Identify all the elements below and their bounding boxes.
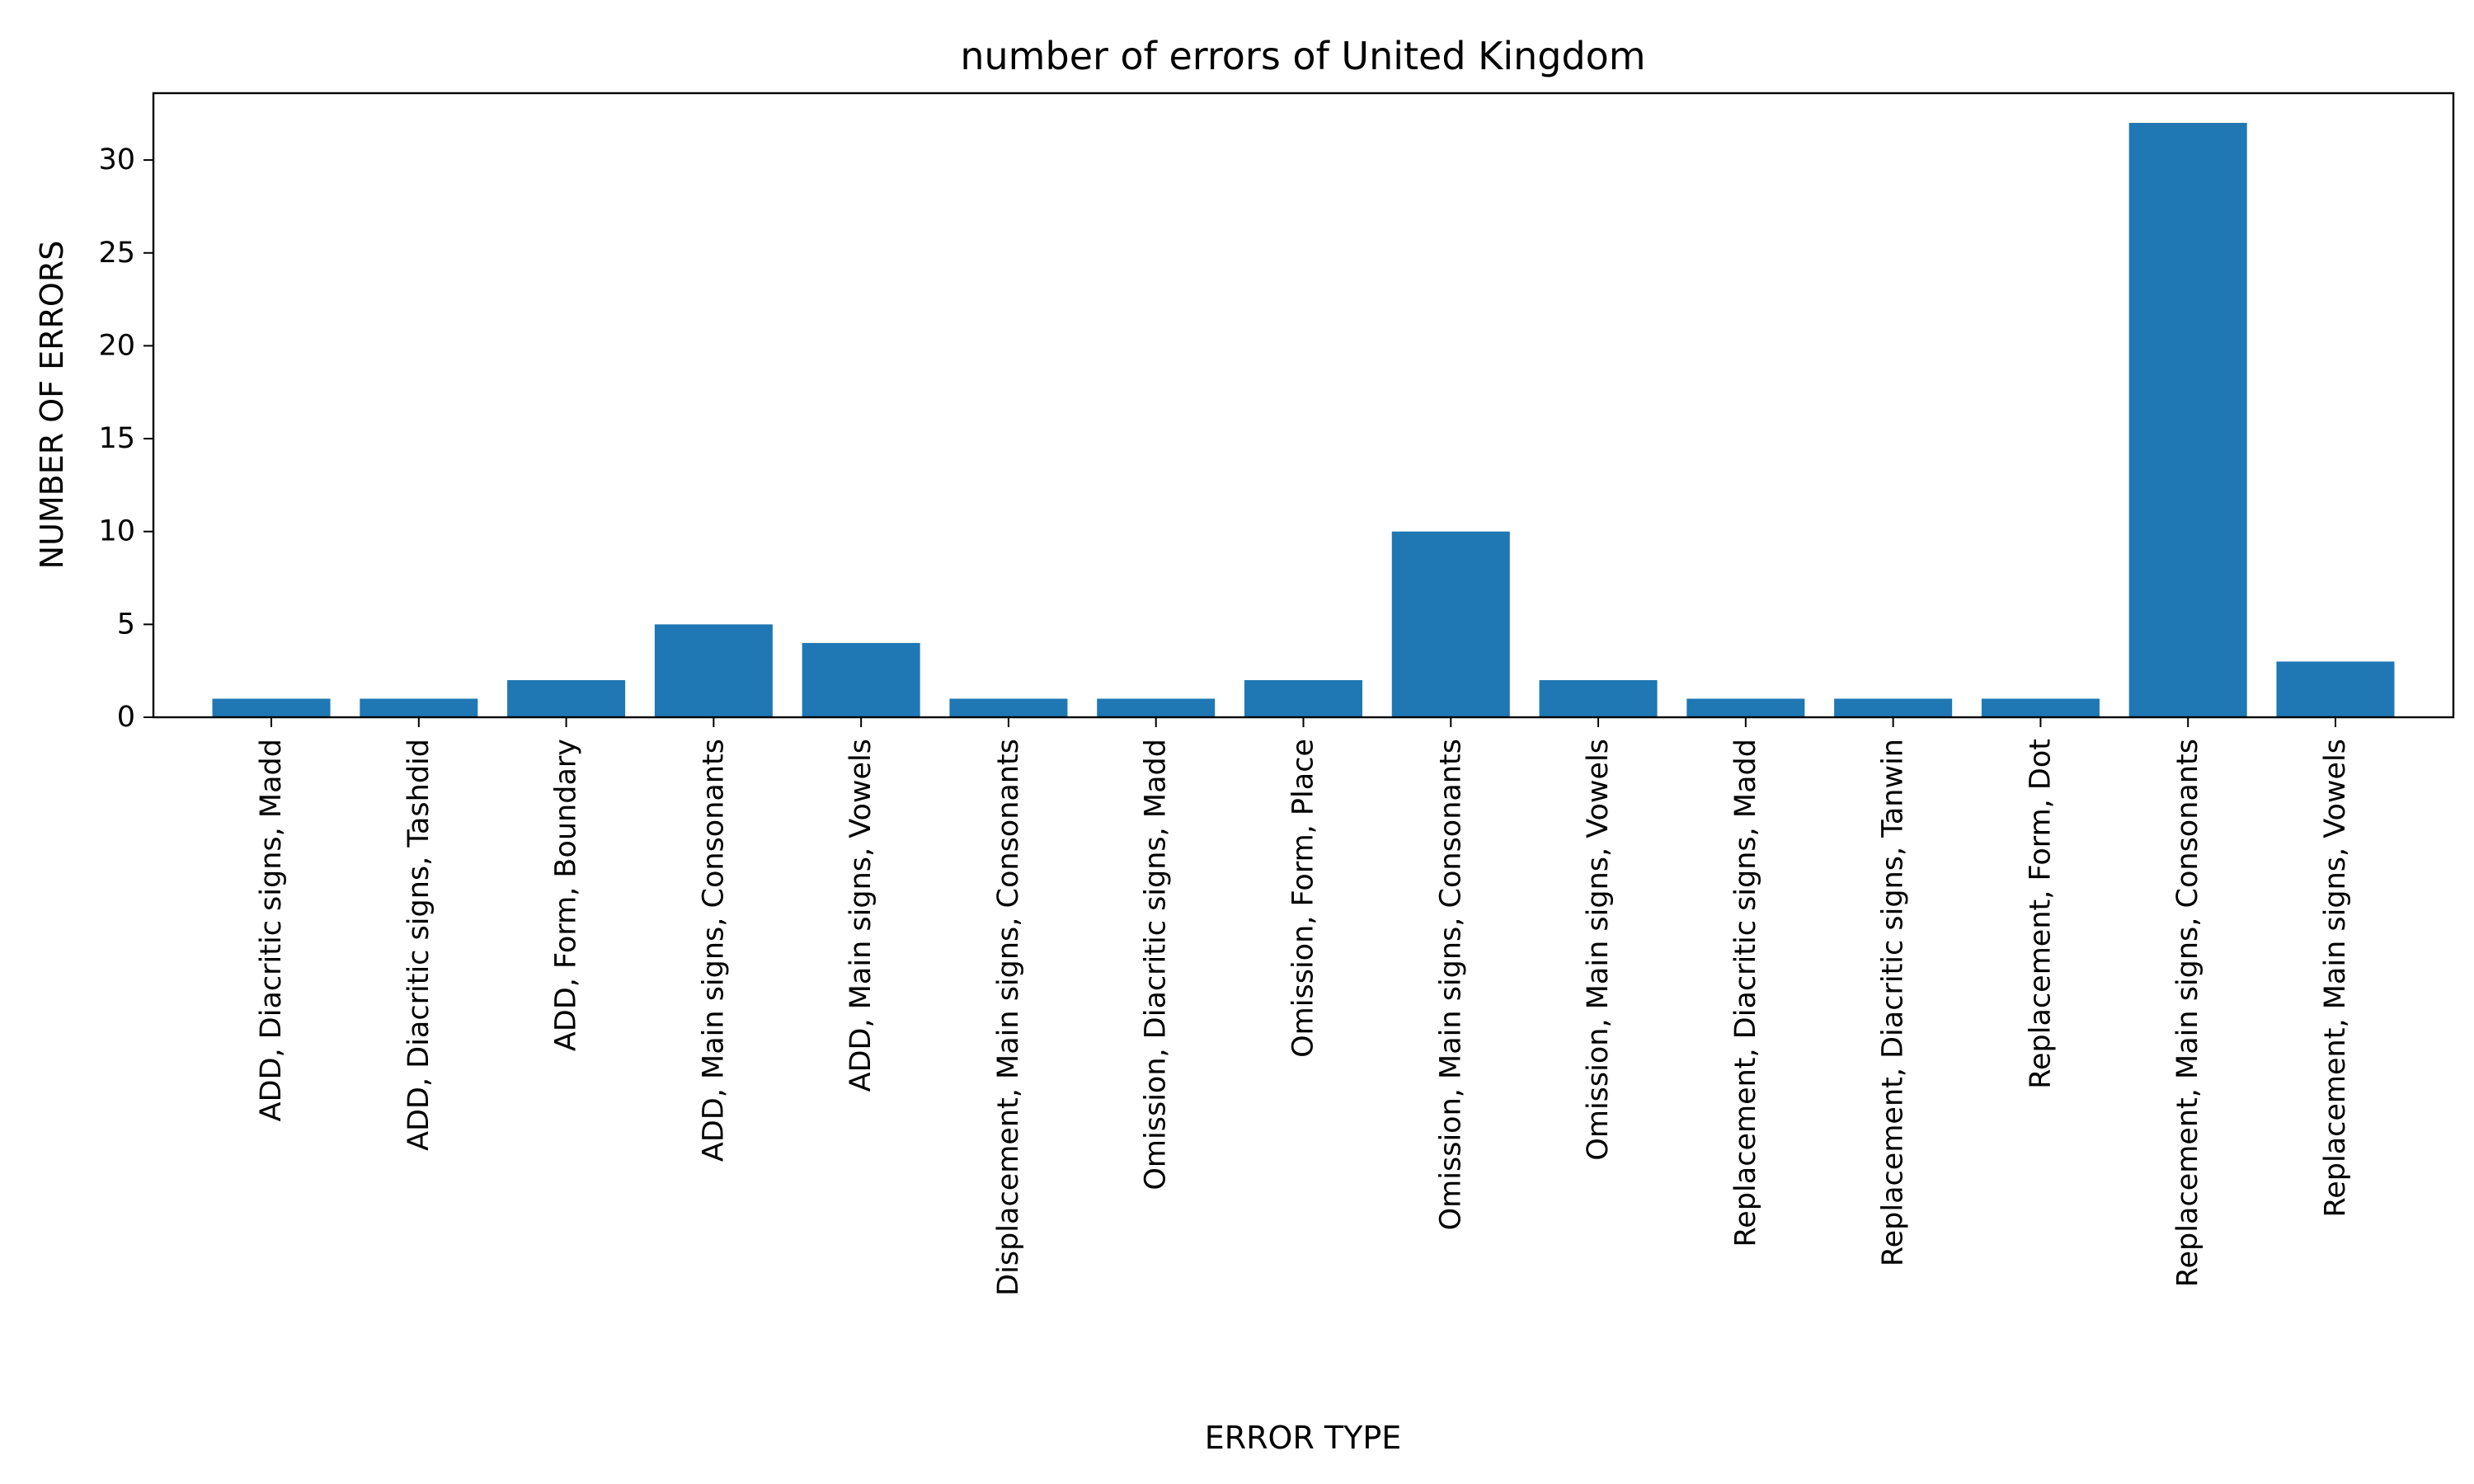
y-tick-label: 20 <box>98 329 135 362</box>
y-tick-label: 25 <box>98 237 135 270</box>
x-tick-label: Replacement, Main signs, Consonants <box>2171 739 2204 1287</box>
x-tick-label: Omission, Main signs, Vowels <box>1582 739 1615 1161</box>
y-tick-label: 30 <box>98 143 135 176</box>
x-axis-title: ERROR TYPE <box>1205 1420 1402 1456</box>
x-tick-label: ADD, Diacritic signs, Madd <box>255 739 288 1121</box>
chart-title: number of errors of United Kingdom <box>960 34 1645 78</box>
plot-frame <box>152 92 2455 719</box>
x-tick-label: Replacement, Form, Dot <box>2024 739 2057 1089</box>
bar-4 <box>654 624 773 717</box>
y-tick-label: 0 <box>117 701 135 734</box>
bar-14 <box>2128 123 2247 718</box>
bar-1 <box>212 698 331 717</box>
bars-layer <box>212 123 2395 718</box>
x-axis: ADD, Diacritic signs, Madd ADD, Diacritic… <box>255 717 2352 1296</box>
bar-9 <box>1391 531 1510 717</box>
x-tick-label: Replacement, Diacritic signs, Madd <box>1729 739 1762 1247</box>
bar-13 <box>1981 698 2100 717</box>
y-axis-title: NUMBER OF ERRORS <box>34 241 70 570</box>
bar-8 <box>1244 679 1363 717</box>
x-tick-label: Omission, Main signs, Consonants <box>1434 739 1467 1230</box>
x-tick-label: Displacement, Main signs, Consonants <box>992 739 1025 1296</box>
bar-7 <box>1097 698 1216 717</box>
y-tick-label: 5 <box>117 608 135 641</box>
bar-11 <box>1686 698 1805 717</box>
x-tick-label: ADD, Main signs, Consonants <box>697 739 730 1162</box>
x-tick-label: ADD, Diacritic signs, Tashdid <box>402 739 435 1151</box>
x-tick-label: Omission, Form, Place <box>1287 739 1320 1058</box>
x-tick-label: Replacement, Main signs, Vowels <box>2319 739 2352 1218</box>
y-axis: 0 5 10 15 20 25 30 <box>98 143 153 734</box>
y-tick-label: 10 <box>98 515 135 548</box>
bar-3 <box>507 679 626 717</box>
x-tick-label: ADD, Form, Boundary <box>550 739 583 1051</box>
y-tick-label: 15 <box>98 422 135 455</box>
x-tick-label: ADD, Main signs, Vowels <box>844 739 877 1092</box>
bar-2 <box>360 698 478 717</box>
bar-10 <box>1539 679 1658 717</box>
bar-5 <box>802 642 920 717</box>
bar-12 <box>1834 698 1953 717</box>
x-tick-label: Replacement, Diacritic signs, Tanwin <box>1877 739 1910 1266</box>
bar-15 <box>2276 661 2395 717</box>
x-tick-label: Omission, Diacritic signs, Madd <box>1140 739 1173 1190</box>
bar-6 <box>949 698 1068 717</box>
